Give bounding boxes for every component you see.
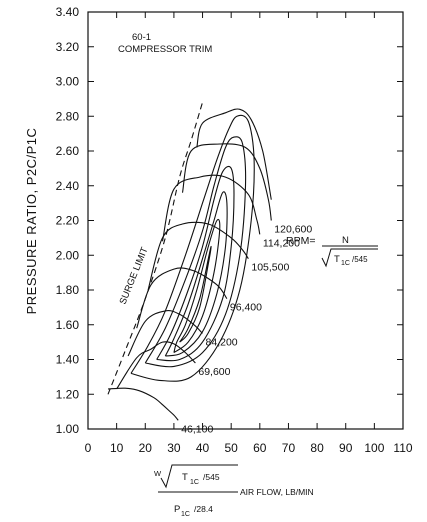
x-tick-label: 80 xyxy=(310,441,324,455)
speed-line-label: 96,400 xyxy=(230,302,262,314)
xlabel-w: W xyxy=(154,469,162,478)
efficiency-island xyxy=(173,218,221,354)
y-tick-label: 2.80 xyxy=(56,109,80,123)
x-axis-label: W T 1C /545 P 1C /28.4 AIR FLOW, LB/MIN xyxy=(154,464,314,518)
xlabel-sqrt-sign xyxy=(160,464,238,489)
rpm-formula: RPM= N T 1C /545 xyxy=(286,235,378,268)
rpm-den-t: T xyxy=(334,254,340,265)
x-tick-label: 70 xyxy=(282,441,296,455)
y-tick-label: 2.40 xyxy=(56,179,80,193)
speed-lines xyxy=(107,108,272,421)
speed-line-label: 84,200 xyxy=(206,336,238,348)
y-tick-label: 1.20 xyxy=(56,387,80,401)
efficiency-islands xyxy=(130,114,255,382)
xlabel-p: P xyxy=(174,504,180,515)
x-tick-label: 60 xyxy=(253,441,267,455)
trim-label: COMPRESSOR TRIM xyxy=(118,44,212,55)
y-tick-label: 1.40 xyxy=(56,353,80,367)
speed-line xyxy=(116,341,196,390)
x-tick-label: 30 xyxy=(167,441,181,455)
x-tick-label: 40 xyxy=(196,441,210,455)
y-tick-label: 2.60 xyxy=(56,144,80,158)
rpm-prefix: RPM= xyxy=(286,235,315,247)
x-tick-label: 20 xyxy=(139,441,153,455)
speed-line-label: 105,500 xyxy=(251,262,289,274)
x-tick-label: 50 xyxy=(225,441,239,455)
y-tick-label: 1.60 xyxy=(56,318,80,332)
y-tick-labels: 1.00 1.20 1.40 1.60 1.80 2.00 2.20 2.40 2.60 2.80… xyxy=(56,5,80,436)
x-tick-label: 0 xyxy=(85,441,92,455)
efficiency-island xyxy=(179,245,212,343)
efficiency-island xyxy=(156,165,235,362)
rpm-numerator: N xyxy=(342,235,349,246)
speed-line xyxy=(161,174,261,242)
y-tick-label: 1.00 xyxy=(56,422,80,436)
x-tick-label: 90 xyxy=(339,441,353,455)
speed-line-labels: 46,100 69,600 84,200 96,400 105,500 114,20012… xyxy=(181,224,312,436)
map-id-label: 60-1 xyxy=(132,32,151,43)
xlabel-t: T xyxy=(182,472,188,483)
xlabel-p-sub: 1C xyxy=(181,511,190,518)
rpm-sqrt-sign xyxy=(321,248,378,268)
speed-line xyxy=(196,108,272,200)
xlabel-t-sub: 1C xyxy=(190,479,199,486)
speed-line xyxy=(127,310,203,357)
xlabel-suffix: AIR FLOW, LB/MIN xyxy=(240,487,314,497)
y-tick-label: 3.00 xyxy=(56,75,80,89)
speed-line-label: 46,100 xyxy=(181,423,213,435)
xlabel-t-div: /545 xyxy=(203,472,220,482)
speed-line xyxy=(147,221,249,291)
xlabel-p-div: /28.4 xyxy=(194,504,213,514)
y-axis-label: PRESSURE RATIO, P2C/P1C xyxy=(24,128,39,315)
speed-line xyxy=(181,143,272,221)
speed-line-label: 114,200 xyxy=(263,237,300,249)
y-tick-label: 3.40 xyxy=(56,5,80,19)
speed-line-label: 120,600 xyxy=(274,224,312,236)
speed-line xyxy=(107,387,179,421)
x-tick-label: 100 xyxy=(364,441,384,455)
y-tick-label: 2.20 xyxy=(56,214,80,228)
efficiency-island xyxy=(144,136,247,368)
rpm-den-sub: 1C xyxy=(341,260,350,267)
efficiency-island xyxy=(164,191,228,357)
y-tick-label: 1.80 xyxy=(56,283,80,297)
y-tick-label: 2.00 xyxy=(56,248,80,262)
x-tick-labels: 0 10 20 30 40 50 60 70 80 90 100 110 xyxy=(85,441,413,455)
y-tick-label: 3.20 xyxy=(56,40,80,54)
x-tick-label: 10 xyxy=(110,441,124,455)
rpm-den-div: /545 xyxy=(352,255,368,264)
efficiency-island xyxy=(130,114,255,382)
speed-line-label: 69,600 xyxy=(198,366,230,378)
x-tick-label: 110 xyxy=(393,441,412,455)
axis-ticks xyxy=(87,11,404,430)
